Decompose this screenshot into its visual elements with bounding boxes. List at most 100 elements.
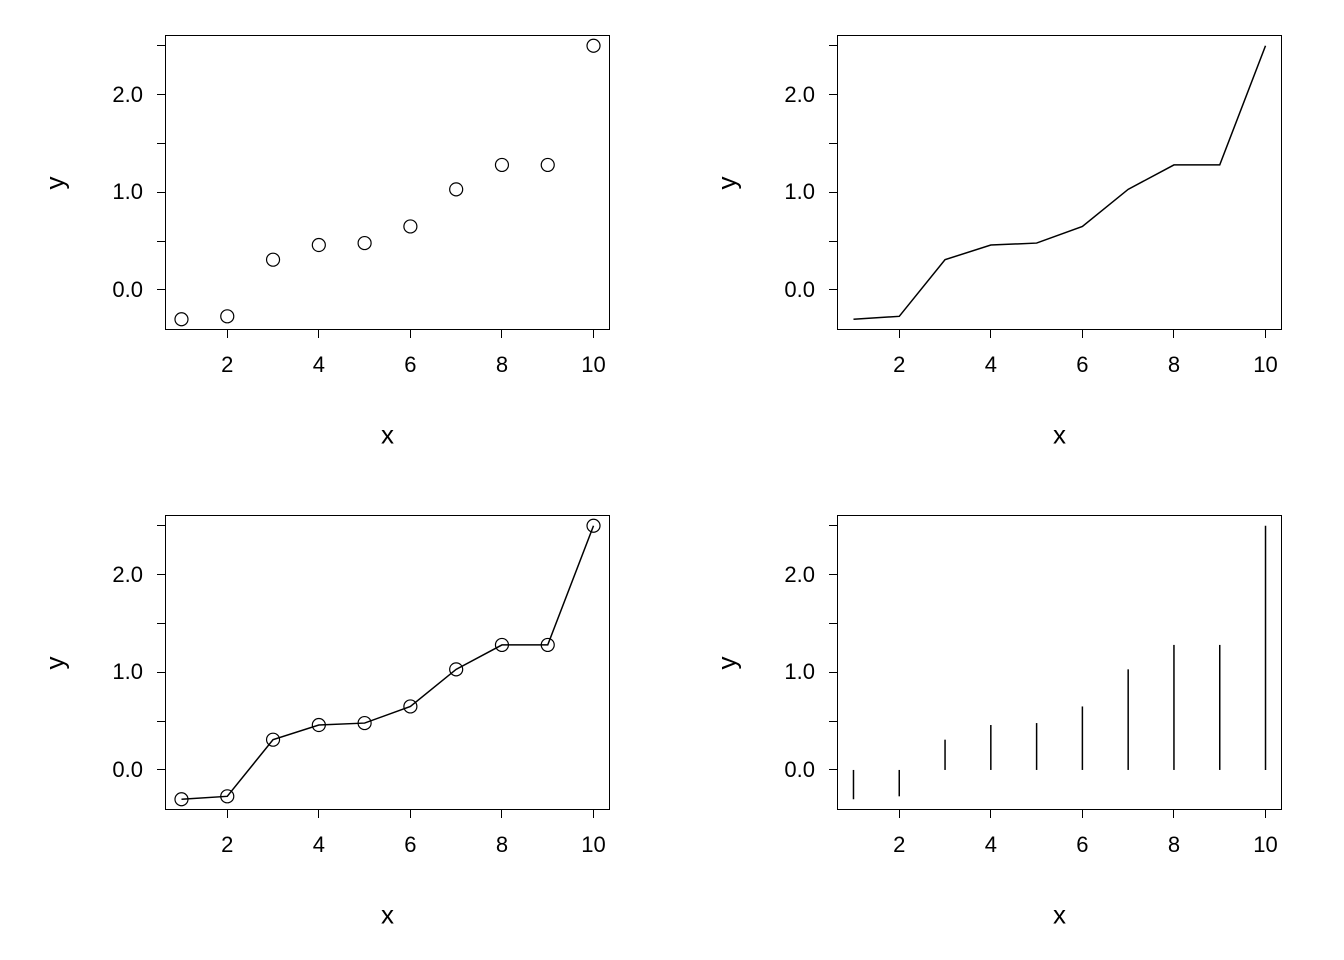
- x-tick-mark: [227, 810, 228, 818]
- x-tick-mark: [1173, 330, 1174, 338]
- y-tick-mark-minor: [157, 525, 165, 526]
- x-tick-mark: [593, 330, 594, 338]
- x-tick-label: 2: [893, 832, 905, 858]
- y-tick-label: 1.0: [784, 659, 815, 685]
- y-tick-label: 0.0: [784, 757, 815, 783]
- panel-p2: y x 0.0 1.0 2.0 2 4 6 8 10: [672, 0, 1344, 480]
- x-tick-label: 8: [1168, 832, 1180, 858]
- x-tick-mark: [1082, 810, 1083, 818]
- y-tick-mark: [829, 94, 837, 95]
- y-tick-label: 0.0: [112, 277, 143, 303]
- plot-layer: [165, 515, 610, 810]
- y-tick-mark: [157, 289, 165, 290]
- y-tick-label: 2.0: [112, 562, 143, 588]
- x-axis-label: x: [1053, 900, 1066, 931]
- x-tick-mark: [318, 810, 319, 818]
- y-tick-mark-minor: [157, 45, 165, 46]
- x-tick-mark: [501, 330, 502, 338]
- y-tick-mark-minor: [157, 623, 165, 624]
- x-tick-mark: [899, 810, 900, 818]
- x-tick-mark: [318, 330, 319, 338]
- x-tick-label: 6: [1076, 832, 1088, 858]
- x-tick-mark: [1173, 810, 1174, 818]
- plot-layer: [837, 35, 1282, 330]
- x-tick-label: 8: [496, 352, 508, 378]
- x-tick-label: 4: [985, 832, 997, 858]
- data-point: [358, 237, 371, 250]
- x-tick-mark: [1082, 330, 1083, 338]
- x-tick-mark: [410, 330, 411, 338]
- y-tick-label: 2.0: [784, 562, 815, 588]
- y-tick-mark: [829, 289, 837, 290]
- x-tick-mark: [227, 330, 228, 338]
- x-tick-mark: [410, 810, 411, 818]
- y-tick-label: 2.0: [112, 82, 143, 108]
- y-axis-label: y: [40, 656, 71, 669]
- x-tick-mark: [990, 330, 991, 338]
- x-axis-label: x: [381, 900, 394, 931]
- y-tick-mark-minor: [157, 241, 165, 242]
- x-axis-label: x: [381, 420, 394, 451]
- y-tick-mark: [157, 192, 165, 193]
- x-tick-mark: [501, 810, 502, 818]
- y-tick-mark: [829, 672, 837, 673]
- y-tick-mark-minor: [829, 623, 837, 624]
- data-point: [312, 239, 325, 252]
- data-point: [541, 158, 554, 171]
- plot-layer: [165, 35, 610, 330]
- x-tick-label: 4: [985, 352, 997, 378]
- y-tick-label: 0.0: [784, 277, 815, 303]
- y-tick-mark: [157, 672, 165, 673]
- y-tick-label: 0.0: [112, 757, 143, 783]
- x-tick-label: 6: [404, 832, 416, 858]
- y-tick-mark-minor: [829, 143, 837, 144]
- x-tick-label: 2: [221, 832, 233, 858]
- y-tick-mark: [829, 192, 837, 193]
- x-tick-label: 4: [313, 832, 325, 858]
- data-point: [404, 220, 417, 233]
- x-axis-label: x: [1053, 420, 1066, 451]
- x-tick-label: 6: [1076, 352, 1088, 378]
- data-point: [587, 39, 600, 52]
- x-tick-label: 6: [404, 352, 416, 378]
- y-axis-label: y: [40, 176, 71, 189]
- panel-p3: y x 0.0 1.0 2.0 2 4 6 8 10: [0, 480, 672, 960]
- x-tick-label: 10: [1253, 352, 1277, 378]
- y-axis-label: y: [712, 656, 743, 669]
- y-tick-mark-minor: [829, 45, 837, 46]
- y-tick-label: 2.0: [784, 82, 815, 108]
- data-point: [175, 313, 188, 326]
- series-line: [181, 526, 593, 800]
- data-point: [267, 253, 280, 266]
- data-point: [221, 310, 234, 323]
- y-tick-label: 1.0: [784, 179, 815, 205]
- x-tick-mark: [593, 810, 594, 818]
- x-tick-label: 2: [893, 352, 905, 378]
- data-point: [450, 183, 463, 196]
- y-tick-mark-minor: [157, 143, 165, 144]
- panel-p4: y x 0.0 1.0 2.0 2 4 6 8 10: [672, 480, 1344, 960]
- y-tick-mark-minor: [157, 721, 165, 722]
- x-tick-label: 10: [581, 832, 605, 858]
- x-tick-label: 8: [496, 832, 508, 858]
- y-tick-mark-minor: [829, 721, 837, 722]
- x-tick-label: 2: [221, 352, 233, 378]
- x-tick-label: 8: [1168, 352, 1180, 378]
- panel-p1: y x 0.0 1.0 2.0 2 4 6 8 10: [0, 0, 672, 480]
- y-tick-mark: [157, 94, 165, 95]
- y-tick-mark-minor: [829, 525, 837, 526]
- x-tick-label: 10: [581, 352, 605, 378]
- x-tick-label: 4: [313, 352, 325, 378]
- x-tick-label: 10: [1253, 832, 1277, 858]
- y-tick-label: 1.0: [112, 659, 143, 685]
- y-tick-mark: [157, 574, 165, 575]
- series-line: [853, 46, 1265, 320]
- y-tick-label: 1.0: [112, 179, 143, 205]
- plot-layer: [837, 515, 1282, 810]
- y-tick-mark: [829, 574, 837, 575]
- x-tick-mark: [1265, 810, 1266, 818]
- y-axis-label: y: [712, 176, 743, 189]
- y-tick-mark: [157, 769, 165, 770]
- x-tick-mark: [990, 810, 991, 818]
- x-tick-mark: [899, 330, 900, 338]
